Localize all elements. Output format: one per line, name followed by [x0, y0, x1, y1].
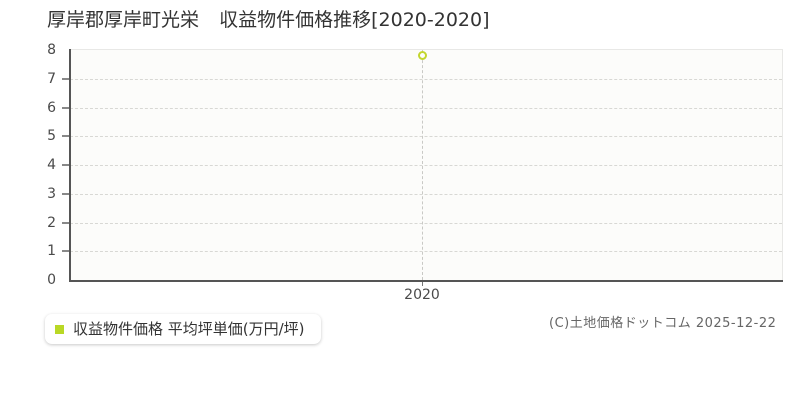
data-point-marker[interactable] [417, 51, 427, 61]
y-axis-tick [62, 192, 70, 195]
y-axis-tick [62, 77, 70, 80]
y-axis-tick-label: 7 [47, 70, 56, 87]
y-axis-line [69, 49, 71, 281]
gridline-vertical [422, 50, 423, 280]
y-axis-tick-label: 1 [47, 243, 56, 260]
y-axis-tick [62, 135, 70, 138]
legend-label: 収益物件価格 平均坪単価(万円/坪) [73, 320, 305, 338]
x-axis-line [69, 280, 783, 282]
y-axis-tick-label: 2 [47, 214, 56, 231]
chart-title: 厚岸郡厚岸町光栄 収益物件価格推移[2020-2020] [47, 8, 490, 32]
chart-title-metric: 収益物件価格推移[2020-2020] [219, 9, 490, 31]
plot-right-border [782, 49, 783, 280]
y-axis-tick-label: 8 [47, 42, 56, 58]
y-axis-tick-label: 0 [47, 272, 56, 288]
y-axis-tick [62, 106, 70, 109]
x-axis-tick [422, 280, 423, 286]
gridline-horizontal [70, 107, 782, 109]
y-axis-tick-label: 6 [47, 99, 56, 116]
y-axis-tick-label: 4 [47, 157, 56, 173]
y-axis-tick-label: 5 [47, 128, 56, 145]
gridline-horizontal [70, 165, 782, 166]
y-axis-tick [62, 250, 70, 253]
chart-legend: 収益物件価格 平均坪単価(万円/坪) [45, 314, 321, 344]
chart-title-place: 厚岸郡厚岸町光栄 [47, 9, 200, 31]
legend-color-swatch [55, 324, 64, 334]
y-axis-tick [62, 164, 70, 166]
plot-top-border [70, 49, 783, 50]
x-axis-tick-label: 2020 [404, 287, 440, 303]
gridline-horizontal [70, 193, 782, 195]
gridline-horizontal [70, 136, 782, 138]
gridline-horizontal [70, 251, 782, 253]
y-axis-tick [62, 221, 70, 224]
copyright-credit: (C)土地価格ドットコム 2025-12-22 [549, 316, 777, 331]
y-axis-tick-label: 3 [47, 185, 56, 202]
gridline-horizontal [70, 78, 782, 80]
gridline-horizontal [70, 222, 782, 224]
